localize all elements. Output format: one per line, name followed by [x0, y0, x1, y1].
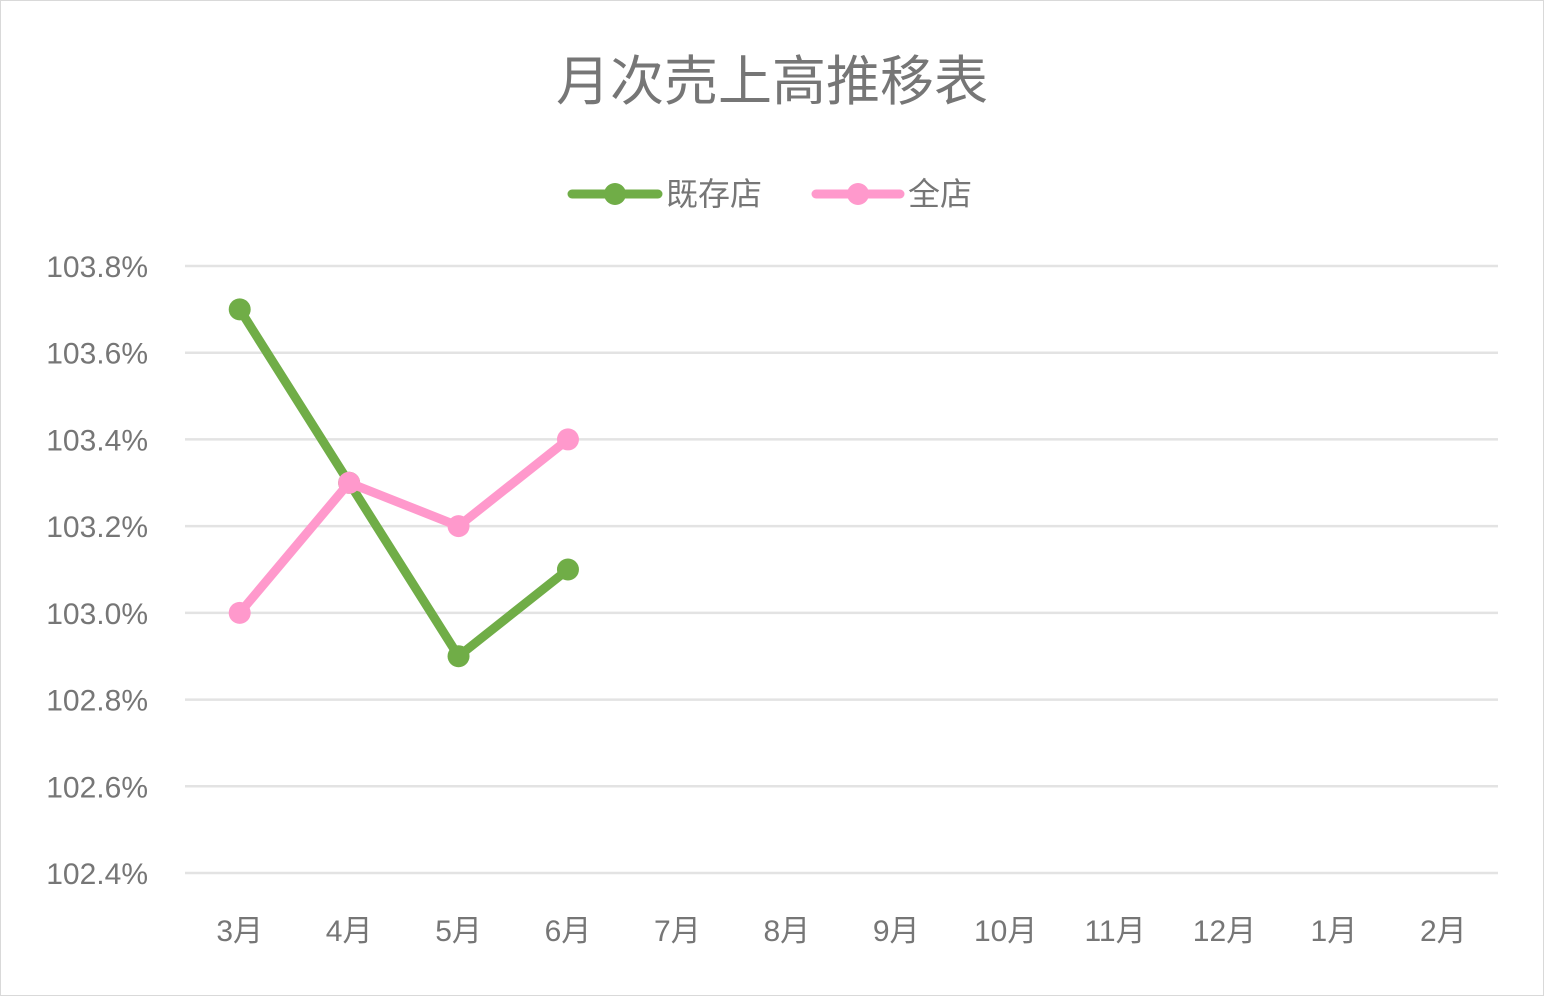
- data-point: [447, 515, 470, 538]
- x-tick-label: 6月: [545, 915, 592, 948]
- series-line: [235, 434, 573, 618]
- legend-item-series-2: 全店: [811, 175, 972, 213]
- y-tick-label: 102.4%: [46, 858, 148, 891]
- series-2: [228, 428, 579, 624]
- x-tick-label: 1月: [1311, 915, 1358, 948]
- data-point: [556, 428, 579, 451]
- y-tick-label: 103.8%: [46, 251, 148, 284]
- x-tick-label: 12月: [1193, 915, 1256, 948]
- x-tick-label: 11月: [1084, 915, 1145, 948]
- legend-label-series-2: 全店: [908, 175, 972, 213]
- chart-title: 月次売上高推移表: [556, 50, 988, 113]
- y-axis-ticks: 103.8% 103.6% 103.4% 103.2% 103.0% 102.8% 102.…: [46, 251, 148, 891]
- data-point: [228, 601, 251, 624]
- series-layer: [228, 298, 579, 668]
- y-tick-label: 103.4%: [46, 424, 148, 457]
- y-tick-label: 102.8%: [46, 685, 148, 718]
- x-tick-label: 5月: [435, 915, 482, 948]
- y-tick-label: 103.2%: [46, 511, 148, 544]
- y-tick-label: 102.6%: [46, 771, 148, 804]
- x-tick-label: 2月: [1420, 915, 1467, 948]
- x-axis-ticks: 3月 4月 5月 6月 7月 8月 9月 10月 11月 12月 1月 2月: [216, 915, 1466, 948]
- legend-label-series-1: 既存店: [666, 175, 762, 213]
- x-tick-label: 8月: [763, 915, 810, 948]
- x-tick-label: 7月: [654, 915, 701, 948]
- gridlines: [185, 264, 1498, 875]
- data-point: [556, 558, 579, 581]
- legend: 既存店 全店: [567, 175, 972, 213]
- data-point: [228, 298, 251, 321]
- x-tick-label: 9月: [873, 915, 920, 948]
- legend-marker-series-1: [604, 183, 626, 205]
- legend-marker-series-2: [847, 183, 869, 205]
- x-tick-label: 4月: [326, 915, 373, 948]
- data-point: [338, 471, 361, 494]
- y-tick-label: 103.0%: [46, 598, 148, 631]
- x-tick-label: 10月: [974, 915, 1037, 948]
- y-tick-label: 103.6%: [46, 338, 148, 371]
- x-tick-label: 3月: [216, 915, 263, 948]
- series-line: [235, 304, 573, 661]
- legend-item-series-1: 既存店: [567, 175, 762, 213]
- data-point: [447, 645, 470, 668]
